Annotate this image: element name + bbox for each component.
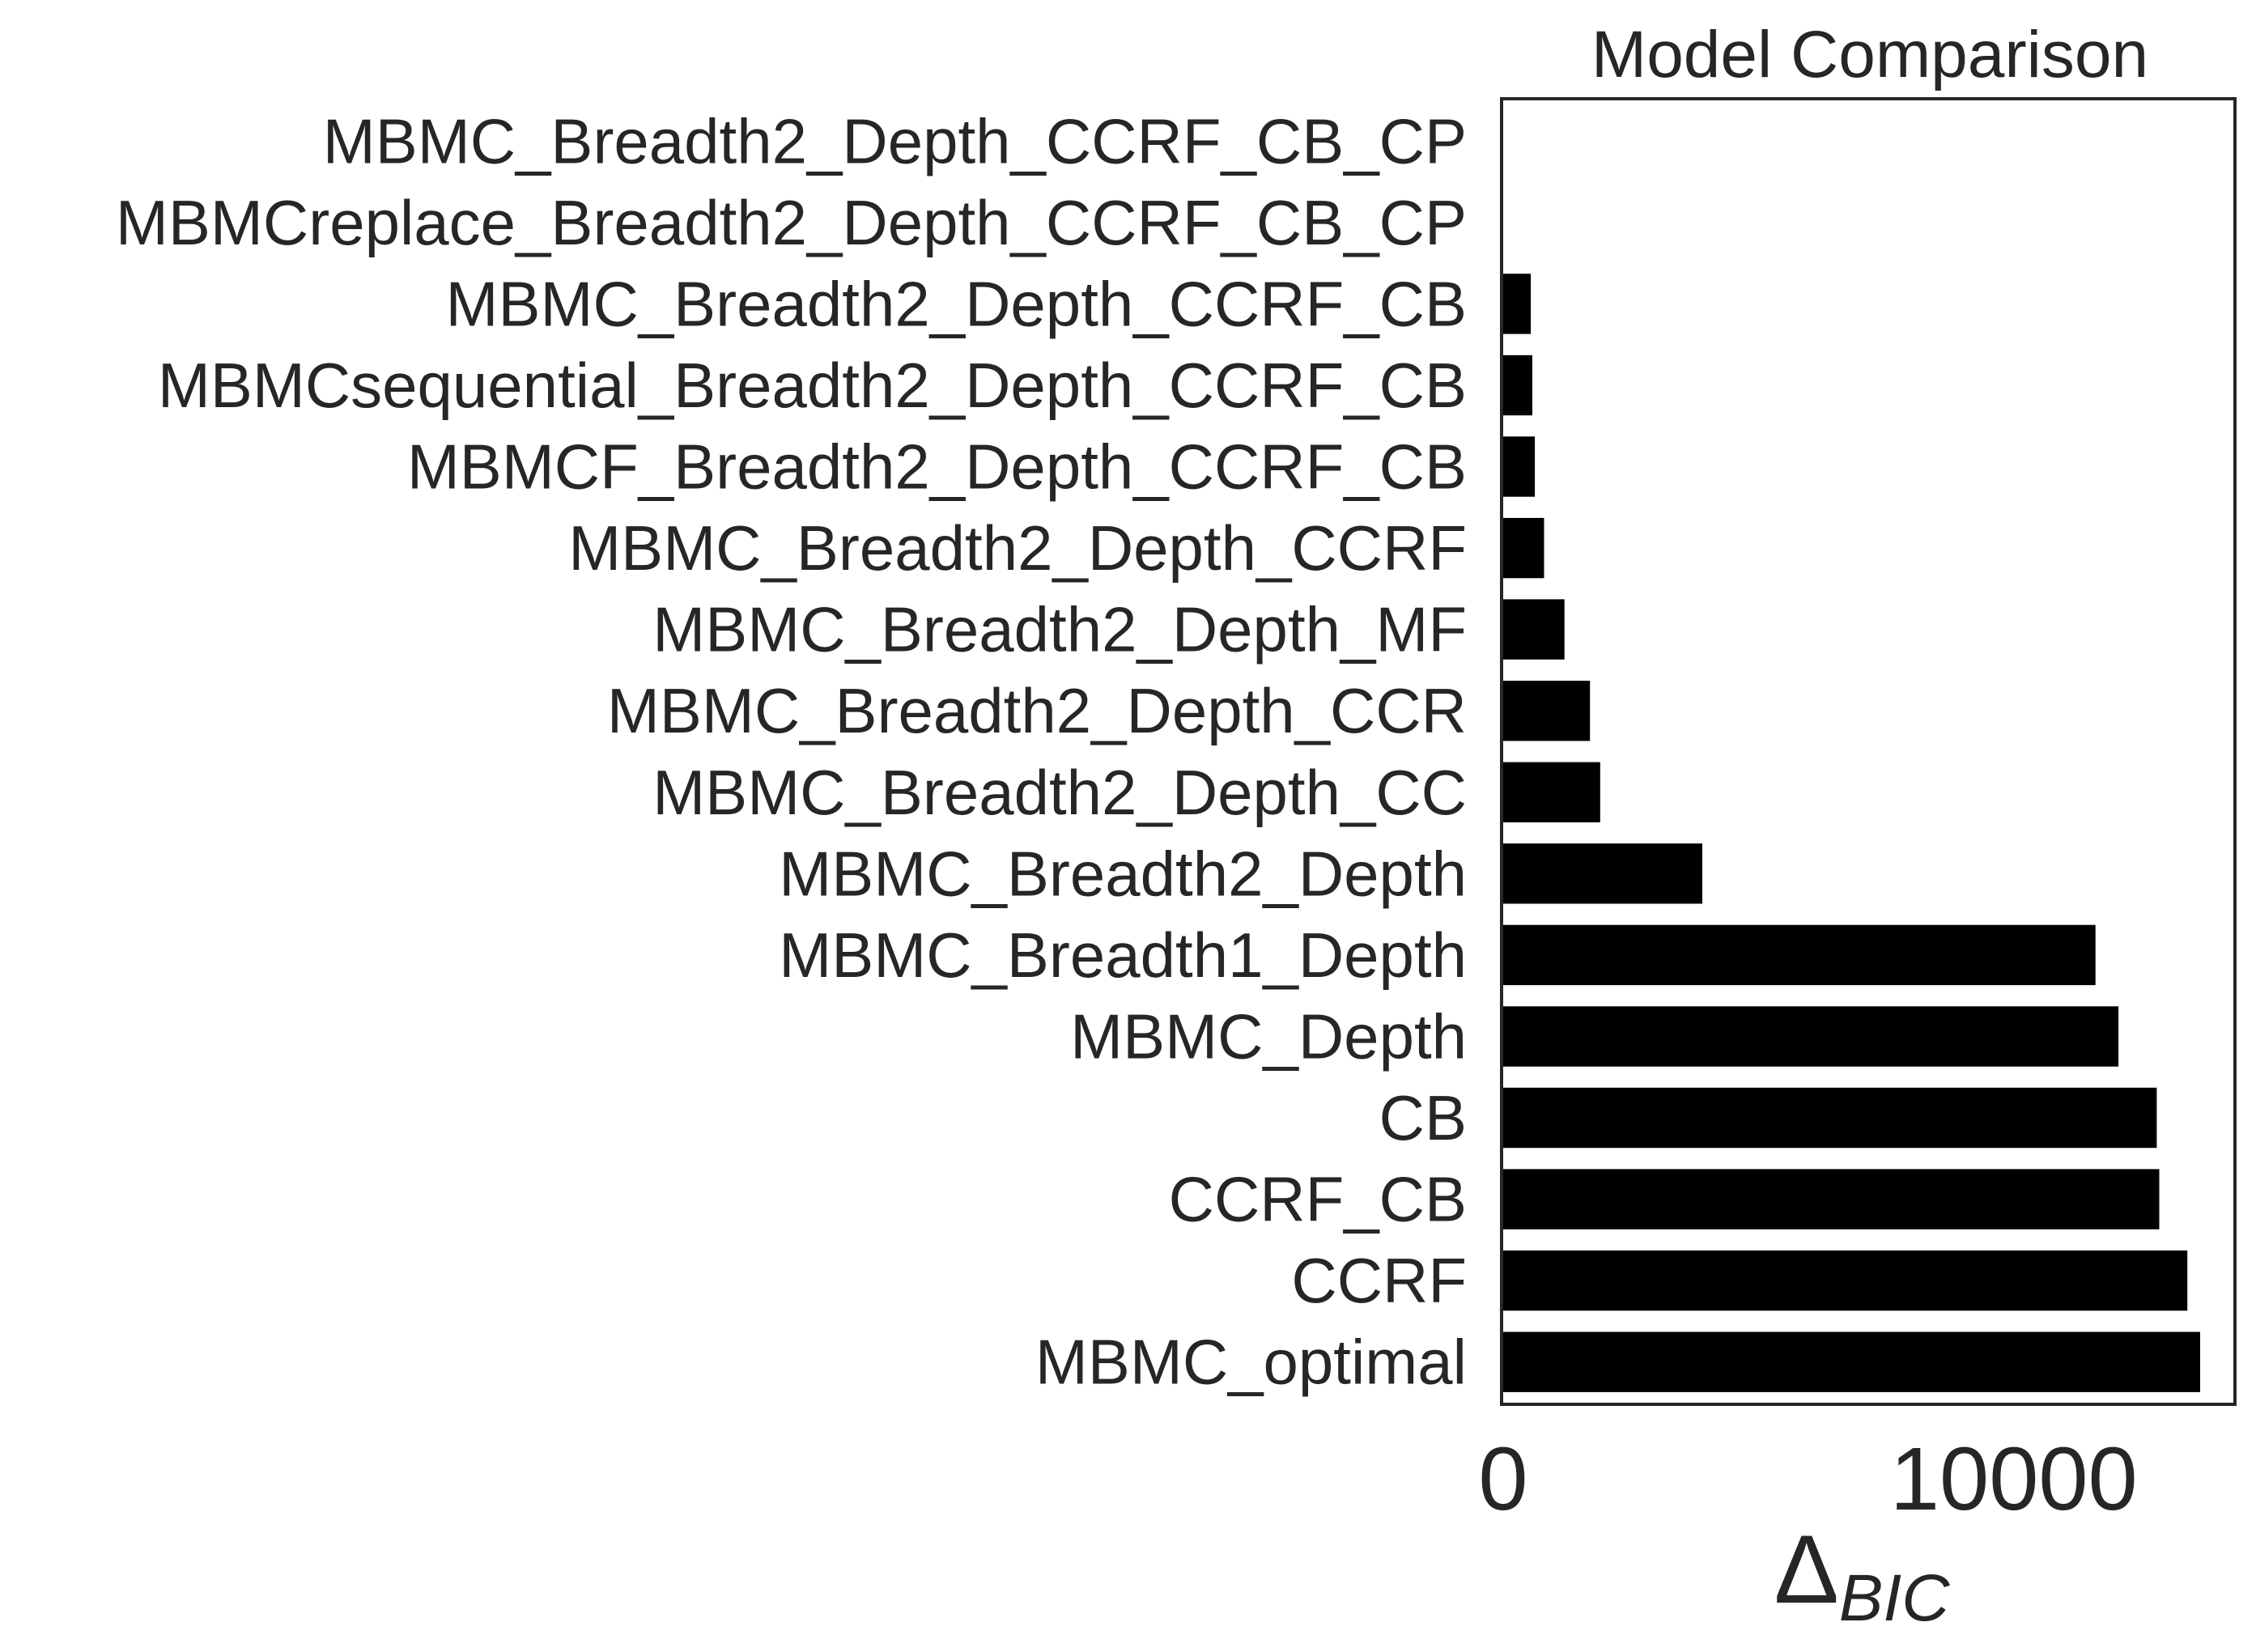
category-labels: MBMC_Breadth2_Depth_CCRF_CB_CP MBMCreplac… [116,105,1467,1397]
bar [1503,924,2096,986]
category-label: CCRF_CB [1169,1164,1467,1235]
bar [1503,517,1544,579]
x-tick-labels: 0 10000 [1478,1429,2137,1529]
category-label: CCRF [1291,1245,1467,1316]
x-axis-label-subscript: BIC [1839,1561,1950,1635]
bar [1503,843,1702,904]
x-axis-label: ΔBIC [1774,1515,1951,1635]
category-label: MBMC_Breadth2_Depth_CCRF_CB_CP [323,105,1467,176]
bar [1503,1250,2188,1311]
bar [1503,1006,2119,1067]
category-label: MBMC_Breadth2_Depth [779,838,1467,909]
category-label: MBMC_Breadth2_Depth_CCR [607,675,1467,746]
plot-frame [1500,97,2237,1406]
category-label: MBMCF_Breadth2_Depth_CCRF_CB [407,431,1467,503]
category-label: MBMC_Breadth1_Depth [779,919,1467,991]
category-label: MBMC_Depth [1070,1001,1467,1072]
category-label: MBMC_Breadth2_Depth_CCRF [568,512,1467,584]
bar [1503,599,1565,660]
category-label: MBMCsequential_Breadth2_Depth_CCRF_CB [158,350,1467,421]
bar [1503,681,1591,741]
bar [1503,274,1532,334]
category-label: MBMC_Breadth2_Depth_MF [652,594,1467,665]
category-label: MBMC_Breadth2_Depth_CC [652,757,1467,828]
category-label: MBMCreplace_Breadth2_Depth_CCRF_CB_CP [116,187,1467,258]
chart-title: Model Comparison [1591,18,2148,91]
category-label: CB [1379,1082,1467,1153]
bar [1503,355,1532,416]
category-label: MBMC_Breadth2_Depth_CCRF_CB [445,268,1467,339]
bar [1503,436,1536,497]
x-tick-label: 0 [1478,1429,1527,1529]
bar [1503,1331,2200,1392]
x-tick-label: 10000 [1890,1429,2138,1529]
bar [1503,1169,2160,1229]
category-label: MBMC_optimal [1035,1327,1467,1398]
x-axis-label-symbol: Δ [1774,1515,1839,1624]
bar [1503,1087,2157,1149]
bar-group [1503,274,2200,1392]
bar [1503,762,1600,822]
